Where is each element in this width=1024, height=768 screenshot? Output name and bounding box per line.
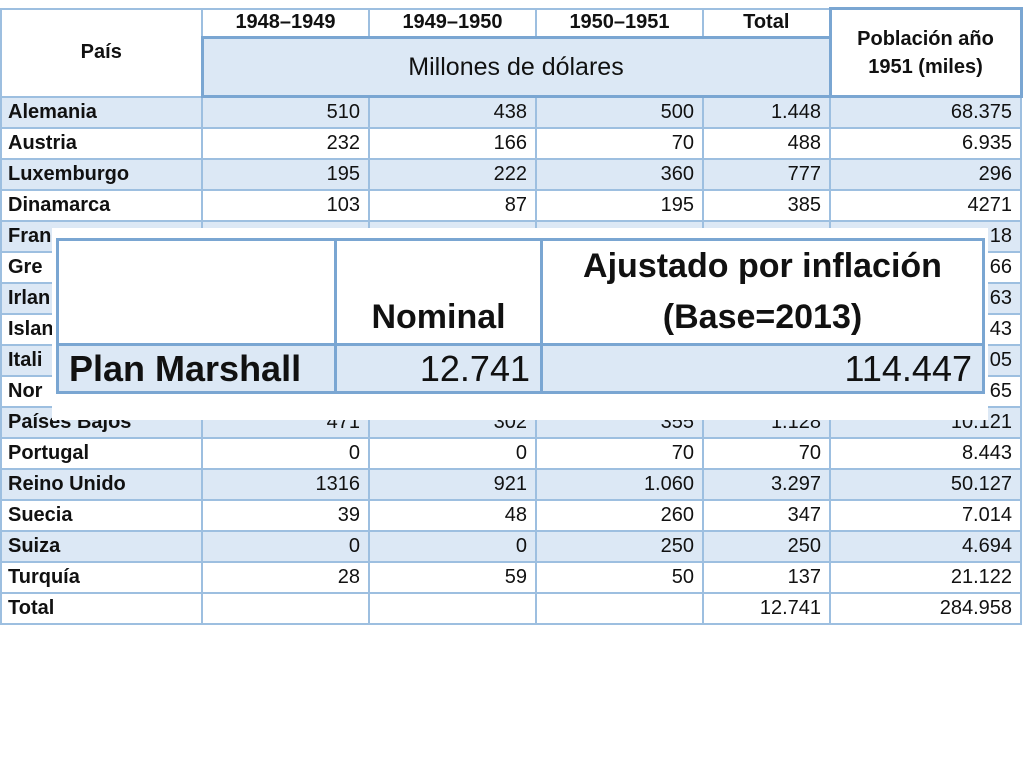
- cell-1949-1950: 59: [368, 560, 537, 594]
- cell-1950-1951: 50: [535, 560, 704, 594]
- cell-1950-1951: 70: [535, 126, 704, 160]
- cell-total: 70: [702, 436, 831, 470]
- header-year-1948-1949: 1948–1949: [201, 7, 370, 39]
- summary-header-adjusted-line2: (Base=2013): [662, 298, 863, 336]
- summary-adjusted-value: 114.447: [540, 343, 985, 394]
- cell-1948-1949: 0: [201, 436, 370, 470]
- cell-total: 488: [702, 126, 831, 160]
- cell-1950-1951: 1.060: [535, 467, 704, 501]
- cell-country: Luxemburgo: [0, 157, 203, 191]
- cell-total: 250: [702, 529, 831, 563]
- cell-1950-1951: 260: [535, 498, 704, 532]
- table-row: Portugal 0 0 70 70 8.443: [0, 436, 1022, 470]
- cell-1948-1949: 28: [201, 560, 370, 594]
- cell-country: Turquía: [0, 560, 203, 594]
- cell-total: 3.297: [702, 467, 831, 501]
- cell-country: Reino Unido: [0, 467, 203, 501]
- header-total: Total: [702, 7, 831, 39]
- summary-nominal-value: 12.741: [334, 343, 543, 394]
- cell-country: Total: [0, 591, 203, 625]
- cell-total: 1.448: [702, 95, 831, 129]
- cell-country: Suecia: [0, 498, 203, 532]
- header-year-1949-1950: 1949–1950: [368, 7, 537, 39]
- cell-1948-1949: 0: [201, 529, 370, 563]
- cell-country: Suiza: [0, 529, 203, 563]
- summary-table: Nominal Ajustado por inflación (Base=201…: [56, 238, 985, 394]
- cell-population: 68.375: [829, 95, 1022, 129]
- cell-total: 12.741: [702, 591, 831, 625]
- table-row: Luxemburgo 195 222 360 777 296: [0, 157, 1022, 191]
- cell-population: 6.935: [829, 126, 1022, 160]
- cell-country: Austria: [0, 126, 203, 160]
- cell-total: 137: [702, 560, 831, 594]
- cell-total: 385: [702, 188, 831, 222]
- cell-population: 8.443: [829, 436, 1022, 470]
- cell-1949-1950: 0: [368, 436, 537, 470]
- cell-1950-1951: 70: [535, 436, 704, 470]
- cell-1950-1951: [535, 591, 704, 625]
- cell-country: Portugal: [0, 436, 203, 470]
- cell-1949-1950: 48: [368, 498, 537, 532]
- cell-1949-1950: 166: [368, 126, 537, 160]
- cell-population: 7.014: [829, 498, 1022, 532]
- summary-header-inflation-adjusted: Ajustado por inflación (Base=2013): [540, 238, 985, 346]
- cell-population: 21.122: [829, 560, 1022, 594]
- marshall-plan-summary-box: Nominal Ajustado por inflación (Base=201…: [52, 228, 988, 420]
- summary-header-empty: [56, 238, 337, 346]
- cell-1950-1951: 360: [535, 157, 704, 191]
- table-row: Suiza 0 0 250 250 4.694: [0, 529, 1022, 563]
- table-row: Turquía 28 59 50 137 21.122: [0, 560, 1022, 594]
- cell-population: 296: [829, 157, 1022, 191]
- cell-total: 777: [702, 157, 831, 191]
- cell-population: 4.694: [829, 529, 1022, 563]
- cell-total: 347: [702, 498, 831, 532]
- cell-1948-1949: 232: [201, 126, 370, 160]
- cell-population: 50.127: [829, 467, 1022, 501]
- total-row: Total 12.741 284.958: [0, 591, 1022, 625]
- table-row: Suecia 39 48 260 347 7.014: [0, 498, 1022, 532]
- summary-header-adjusted-line1: Ajustado por inflación: [583, 247, 942, 285]
- table-row: Dinamarca 103 87 195 385 4271: [0, 188, 1022, 222]
- cell-population: 284.958: [829, 591, 1022, 625]
- cell-1948-1949: [201, 591, 370, 625]
- cell-1948-1949: 103: [201, 188, 370, 222]
- header-country: País: [0, 7, 203, 98]
- cell-1949-1950: 438: [368, 95, 537, 129]
- cell-1948-1949: 1316: [201, 467, 370, 501]
- cell-1948-1949: 510: [201, 95, 370, 129]
- table-row: Reino Unido 1316 921 1.060 3.297 50.127: [0, 467, 1022, 501]
- cell-1949-1950: [368, 591, 537, 625]
- cell-1949-1950: 222: [368, 157, 537, 191]
- cell-country: Alemania: [0, 95, 203, 129]
- cell-1948-1949: 39: [201, 498, 370, 532]
- header-unit-millions-dollars: Millones de dólares: [200, 36, 832, 98]
- summary-row-label: Plan Marshall: [56, 343, 337, 394]
- cell-1949-1950: 921: [368, 467, 537, 501]
- cell-1950-1951: 195: [535, 188, 704, 222]
- cell-country: Dinamarca: [0, 188, 203, 222]
- cell-1950-1951: 500: [535, 95, 704, 129]
- cell-1948-1949: 195: [201, 157, 370, 191]
- cell-1949-1950: 87: [368, 188, 537, 222]
- table-row: Austria 232 166 70 488 6.935: [0, 126, 1022, 160]
- cell-population: 4271: [829, 188, 1022, 222]
- summary-header-nominal: Nominal: [334, 238, 543, 346]
- cell-1950-1951: 250: [535, 529, 704, 563]
- table-row: Alemania 510 438 500 1.448 68.375: [0, 95, 1022, 129]
- cell-1949-1950: 0: [368, 529, 537, 563]
- header-year-1950-1951: 1950–1951: [535, 7, 704, 39]
- header-population: Población año 1951 (miles): [828, 7, 1023, 98]
